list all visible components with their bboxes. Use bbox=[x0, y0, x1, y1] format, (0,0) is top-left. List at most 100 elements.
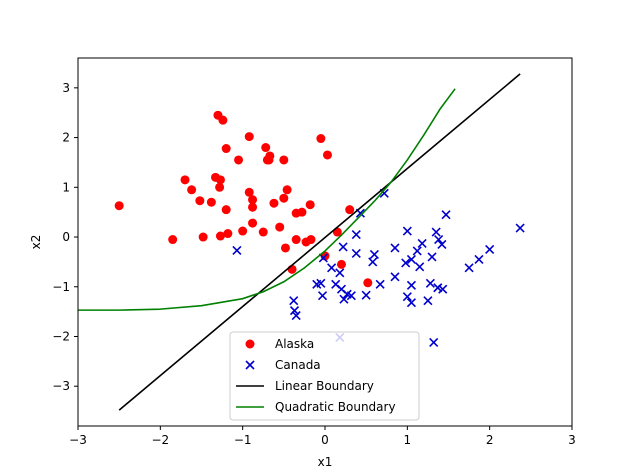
alaska-point bbox=[279, 155, 289, 165]
canada-point bbox=[351, 248, 361, 259]
alaska-point bbox=[221, 144, 231, 154]
plot-layer bbox=[78, 73, 525, 411]
canada-point bbox=[423, 296, 433, 306]
alaska-point bbox=[306, 235, 316, 245]
y-axis-ticks: −3 −2 −1 0 1 2 3 bbox=[52, 81, 78, 393]
canada-point bbox=[406, 254, 417, 264]
canada-point bbox=[375, 279, 385, 289]
x-tick-label: 3 bbox=[568, 433, 576, 447]
alaska-point bbox=[218, 115, 228, 125]
canada-point bbox=[346, 291, 356, 301]
x-tick-label: 0 bbox=[321, 433, 329, 447]
canada-point bbox=[434, 234, 444, 245]
alaska-point bbox=[248, 202, 258, 212]
alaska-point bbox=[223, 229, 233, 239]
alaska-point bbox=[234, 155, 244, 165]
alaska-point bbox=[287, 264, 297, 274]
series-linear-boundary bbox=[118, 73, 521, 411]
alaska-point bbox=[280, 243, 290, 253]
alaska-point bbox=[114, 201, 124, 211]
canada-point bbox=[335, 268, 345, 278]
canada-point bbox=[485, 244, 495, 255]
y-tick-label: −1 bbox=[52, 280, 70, 294]
alaska-point bbox=[282, 185, 292, 195]
canada-point bbox=[402, 292, 412, 302]
x-axis-ticks: −3 −2 −1 0 1 2 3 bbox=[69, 426, 576, 447]
x-tick-label: 1 bbox=[404, 433, 412, 447]
alaska-point bbox=[291, 235, 301, 245]
series-canada bbox=[232, 188, 525, 348]
canada-point bbox=[474, 254, 484, 264]
y-tick-label: 2 bbox=[62, 131, 70, 145]
x-tick-label: −3 bbox=[69, 433, 87, 447]
alaska-point bbox=[215, 175, 225, 185]
canada-point bbox=[429, 337, 439, 348]
y-tick-label: 1 bbox=[62, 180, 70, 194]
canada-point bbox=[291, 311, 301, 321]
canada-point bbox=[515, 223, 525, 233]
legend-label-canada: Canada bbox=[275, 358, 321, 372]
alaska-point bbox=[269, 198, 279, 208]
canada-point bbox=[437, 239, 447, 250]
alaska-point bbox=[275, 222, 285, 232]
y-tick-label: −3 bbox=[52, 379, 70, 393]
canada-point bbox=[361, 290, 371, 300]
canada-point bbox=[339, 294, 349, 304]
canada-point bbox=[425, 278, 435, 288]
alaska-point bbox=[248, 218, 258, 228]
alaska-point bbox=[238, 226, 248, 236]
canada-point bbox=[427, 252, 437, 262]
legend-marker-alaska bbox=[245, 339, 255, 349]
legend-label-quadratic-boundary: Quadratic Boundary bbox=[275, 400, 396, 414]
alaska-point bbox=[215, 182, 225, 192]
canada-point bbox=[390, 272, 400, 282]
alaska-point bbox=[244, 187, 254, 197]
legend-frame bbox=[229, 331, 420, 421]
canada-point bbox=[289, 306, 300, 316]
canada-point bbox=[327, 263, 337, 273]
canada-point bbox=[316, 278, 326, 288]
alaska-point bbox=[168, 235, 178, 245]
x-tick-label: 2 bbox=[486, 433, 494, 447]
linear-boundary-line bbox=[118, 73, 521, 411]
alaska-point bbox=[248, 195, 258, 205]
alaska-point bbox=[198, 232, 208, 242]
alaska-point bbox=[279, 193, 289, 203]
quadratic-boundary-line bbox=[78, 88, 456, 311]
canada-point bbox=[338, 242, 348, 252]
canada-point bbox=[431, 227, 441, 237]
alaska-point bbox=[195, 196, 205, 206]
canada-point bbox=[441, 210, 451, 220]
canada-point bbox=[415, 262, 425, 272]
alaska-point bbox=[336, 259, 346, 269]
alaska-point bbox=[244, 132, 254, 142]
alaska-point bbox=[322, 150, 332, 160]
canada-point bbox=[401, 258, 411, 268]
canada-point bbox=[417, 238, 427, 249]
alaska-point bbox=[215, 231, 225, 241]
canada-point bbox=[232, 245, 242, 256]
canada-point bbox=[317, 291, 328, 301]
alaska-point bbox=[261, 143, 271, 153]
alaska-point bbox=[345, 205, 355, 215]
legend-label-alaska: Alaska bbox=[275, 337, 314, 351]
alaska-point bbox=[206, 197, 216, 207]
alaska-point bbox=[180, 175, 190, 185]
alaska-point bbox=[187, 185, 197, 195]
legend-marker-canada bbox=[245, 360, 255, 370]
y-tick-label: −2 bbox=[52, 329, 70, 343]
canada-point bbox=[406, 280, 417, 290]
y-tick-label: 3 bbox=[62, 81, 70, 95]
canada-point bbox=[438, 284, 448, 294]
canada-point bbox=[351, 229, 361, 240]
canada-point bbox=[368, 257, 378, 267]
x-axis-label: x1 bbox=[318, 455, 333, 469]
alaska-point bbox=[265, 151, 275, 161]
canada-point bbox=[464, 263, 474, 273]
legend: Alaska Canada Linear Boundary Quadratic … bbox=[229, 331, 420, 421]
y-axis-label: x2 bbox=[29, 235, 43, 250]
series-quadratic-boundary bbox=[78, 88, 456, 311]
x-tick-label: −1 bbox=[234, 433, 252, 447]
canada-point bbox=[390, 243, 400, 253]
